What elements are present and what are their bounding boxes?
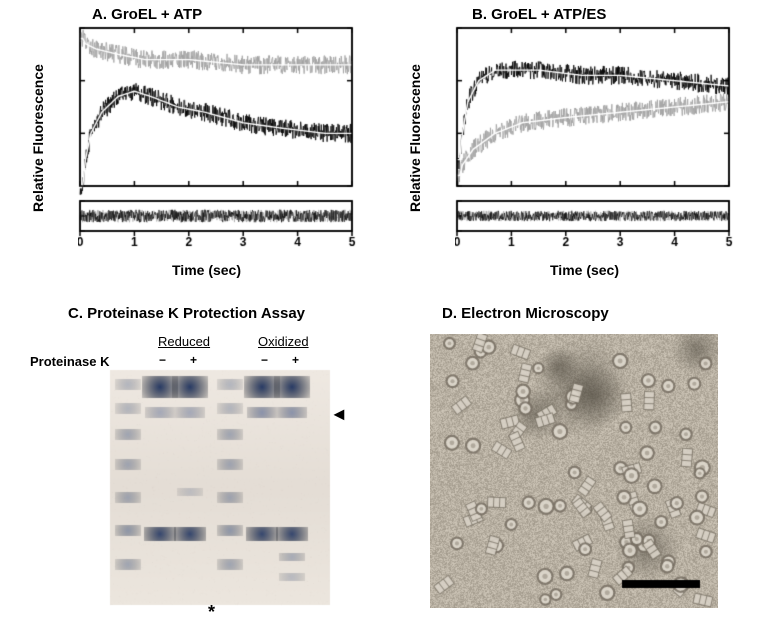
arrow-marker-icon: ◄ bbox=[330, 404, 348, 425]
group-oxidized-label: Oxidized bbox=[258, 334, 309, 349]
proteinase-k-label: Proteinase K bbox=[30, 354, 109, 369]
group-reduced-label: Reduced bbox=[158, 334, 210, 349]
panel-b-title: B. GroEL + ATP/ES bbox=[472, 6, 606, 23]
panel-a-canvas bbox=[78, 26, 358, 261]
panel-a-ylabel: Relative Fluorescence bbox=[30, 58, 46, 218]
asterisk-marker: * bbox=[208, 602, 215, 623]
pk-minus-2: − bbox=[261, 353, 268, 367]
pk-minus-1: − bbox=[159, 353, 166, 367]
panel-a-chart bbox=[78, 26, 358, 261]
panel-a-xlabel: Time (sec) bbox=[172, 262, 241, 278]
panel-b-canvas bbox=[455, 26, 735, 261]
panel-d-micrograph bbox=[430, 334, 718, 608]
panel-a-title: A. GroEL + ATP bbox=[92, 6, 202, 23]
panel-b-xlabel: Time (sec) bbox=[550, 262, 619, 278]
panel-c-title: C. Proteinase K Protection Assay bbox=[68, 305, 305, 322]
panel-d-title: D. Electron Microscopy bbox=[442, 305, 609, 322]
panel-c-gel: Reduced Oxidized Proteinase K − + − + ◄ … bbox=[30, 330, 380, 620]
panel-b-ylabel: Relative Fluorescence bbox=[407, 58, 423, 218]
panel-c-canvas bbox=[30, 330, 380, 620]
panel-b-chart bbox=[455, 26, 735, 261]
pk-plus-2: + bbox=[292, 353, 299, 367]
pk-plus-1: + bbox=[190, 353, 197, 367]
panel-d-canvas bbox=[430, 334, 718, 608]
